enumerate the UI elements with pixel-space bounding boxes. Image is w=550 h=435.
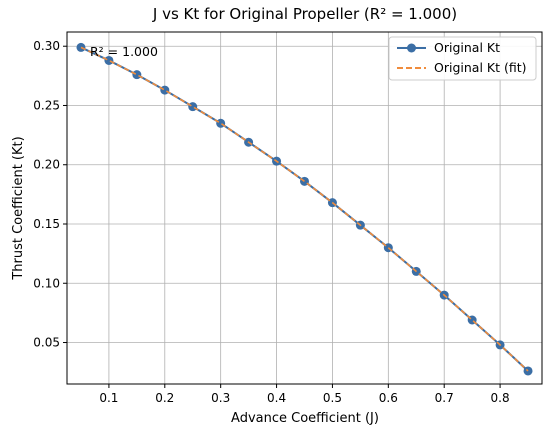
data-point-original-kt xyxy=(160,85,170,95)
legend-marker-original-kt xyxy=(407,43,416,53)
plot-series xyxy=(76,42,533,376)
x-tick-label: 0.5 xyxy=(323,391,342,405)
x-tick-label: 0.8 xyxy=(491,391,510,405)
plot-frame xyxy=(66,31,543,385)
series-line-original-kt-fit xyxy=(80,46,529,372)
x-tick-label: 0.7 xyxy=(435,391,454,405)
data-point-original-kt xyxy=(132,70,142,80)
y-tick-label: 0.10 xyxy=(33,276,60,290)
x-tick-label: 0.2 xyxy=(155,391,174,405)
legend: Original Kt Original Kt (fit) xyxy=(388,36,537,81)
series-line-original-kt xyxy=(80,46,529,372)
y-tick-label: 0.20 xyxy=(33,158,60,172)
x-tick-label: 0.1 xyxy=(99,391,118,405)
r-squared-annotation: R² = 1.000 xyxy=(90,44,158,59)
y-tick-label: 0.30 xyxy=(33,39,60,53)
y-axis-label: Thrust Coefficient (Kt) xyxy=(11,136,26,280)
legend-label-original-kt: Original Kt xyxy=(434,40,500,55)
x-axis-label: Advance Coefficient (J) xyxy=(231,411,379,426)
y-tick-label: 0.15 xyxy=(33,217,60,231)
data-point-original-kt xyxy=(104,55,114,65)
x-tick-label: 0.4 xyxy=(267,391,286,405)
grid-lines xyxy=(67,32,542,384)
data-point-original-kt xyxy=(188,102,198,112)
x-tick-label: 0.6 xyxy=(379,391,398,405)
axis-ticks: 0.1 0.2 0.3 0.4 0.5 0.6 0.7 0.8 0.05 0.10 0.15 0.20… xyxy=(33,39,509,405)
x-tick-label: 0.3 xyxy=(211,391,230,405)
legend-label-original-kt-fit: Original Kt (fit) xyxy=(434,60,527,75)
y-tick-label: 0.25 xyxy=(33,98,60,112)
data-point-original-kt xyxy=(216,118,226,128)
y-tick-label: 0.05 xyxy=(33,336,60,350)
chart-title: J vs Kt for Original Propeller (R² = 1.0… xyxy=(152,5,457,23)
